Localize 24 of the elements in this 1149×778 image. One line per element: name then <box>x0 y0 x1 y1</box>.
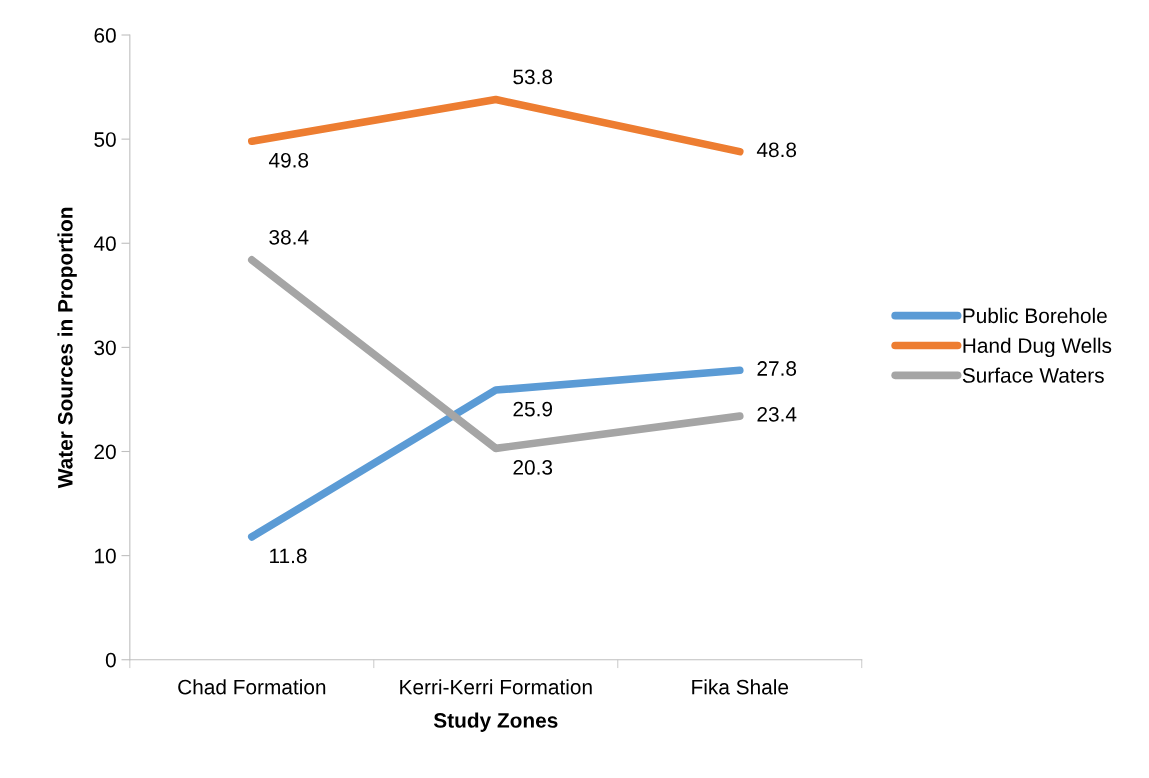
data-label: 38.4 <box>269 229 309 245</box>
x-tick-label: Chad Formation <box>178 679 326 695</box>
legend-label: Hand Dug Wells <box>963 337 1112 358</box>
data-label: 11.8 <box>270 548 307 564</box>
y-tick-label: 50 <box>94 132 116 147</box>
data-label: 20.3 <box>513 460 553 475</box>
y-axis-title: Water Sources in Proportion <box>57 207 77 489</box>
x-tick-label: Kerri-Kerri Formation <box>400 679 592 695</box>
y-tick-label: 10 <box>95 548 116 564</box>
y-tick-label: 30 <box>94 340 116 356</box>
data-label: 25.9 <box>513 401 553 417</box>
data-label: 48.8 <box>756 142 797 158</box>
legend-label: Public Borehole <box>963 307 1107 324</box>
y-tick-label: 20 <box>94 444 116 460</box>
data-label: 49.8 <box>268 152 309 168</box>
y-tick-label: 60 <box>94 28 116 43</box>
data-label: 23.4 <box>757 406 797 422</box>
y-tick-label: 0 <box>105 652 116 668</box>
x-tick-label: Fika Shale <box>692 679 789 695</box>
data-label: 27.8 <box>757 361 797 376</box>
y-tick-label: 40 <box>93 236 116 252</box>
x-axis-title: Study Zones <box>433 712 558 732</box>
legend-label: Surface Waters <box>962 367 1104 383</box>
data-label: 53.8 <box>513 69 553 85</box>
